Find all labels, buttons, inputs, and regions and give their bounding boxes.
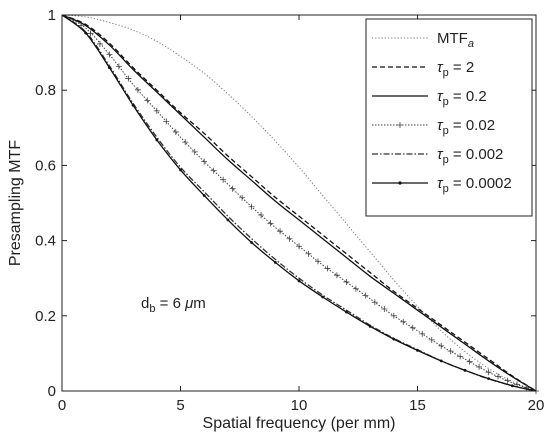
- plus-marker: [485, 369, 492, 376]
- plus-marker: [267, 220, 274, 227]
- point-marker: [273, 261, 277, 264]
- plus-marker: [352, 285, 359, 292]
- plus-marker: [397, 122, 403, 128]
- legend-p-0-002-4-label: τp = 0.002: [437, 146, 503, 166]
- plus-marker: [229, 185, 236, 192]
- plus-marker: [476, 363, 483, 370]
- point-marker: [179, 168, 182, 172]
- point-marker: [297, 279, 301, 283]
- plus-marker: [305, 250, 312, 257]
- plus-marker: [428, 336, 435, 343]
- plus-marker: [210, 167, 217, 174]
- plus-marker: [248, 203, 255, 210]
- point-marker: [463, 368, 467, 372]
- plus-marker: [106, 51, 113, 58]
- legend-a-0-label: MTFa: [437, 30, 474, 50]
- plus-marker: [115, 63, 122, 70]
- point-marker: [226, 218, 230, 222]
- x-tick-label: 0: [58, 397, 66, 414]
- plus-marker: [447, 348, 454, 355]
- plus-marker: [201, 158, 208, 165]
- series-p-0-2-2-line: [61, 14, 537, 392]
- plus-marker: [324, 265, 331, 272]
- plus-marker: [182, 139, 189, 146]
- series-a-0-line: [61, 14, 537, 392]
- point-marker: [321, 295, 325, 299]
- point-marker: [398, 181, 402, 185]
- y-tick-label: 0.6: [35, 157, 56, 174]
- plus-marker: [438, 342, 445, 349]
- plus-marker: [125, 75, 132, 82]
- point-marker: [345, 310, 348, 314]
- x-axis-label: Spatial frequency (per mm): [203, 415, 396, 432]
- x-tick-label: 15: [409, 397, 426, 414]
- plus-marker: [277, 228, 284, 235]
- point-marker: [368, 324, 372, 328]
- point-marker: [108, 66, 111, 70]
- y-tick-label: 0.2: [35, 308, 56, 325]
- plus-marker: [400, 318, 407, 325]
- plus-marker: [144, 97, 151, 104]
- plus-marker: [466, 358, 473, 365]
- series-p-0-002-4-line: [61, 14, 537, 392]
- point-marker: [202, 194, 206, 197]
- plus-marker: [220, 176, 227, 183]
- plus-marker: [362, 292, 369, 299]
- plus-marker: [419, 330, 426, 337]
- plus-marker: [87, 30, 94, 37]
- plus-marker: [504, 377, 511, 384]
- plus-marker: [286, 235, 293, 242]
- point-marker: [487, 377, 490, 380]
- plus-marker: [409, 324, 416, 331]
- y-tick-label: 0: [48, 383, 56, 400]
- legend-p-0-0002-5-label: τp = 0.0002: [437, 175, 512, 195]
- plus-marker: [239, 194, 246, 201]
- x-tick-label: 20: [528, 397, 545, 414]
- series-p-0-02-3-line: [61, 14, 537, 392]
- y-tick-label: 0.4: [35, 233, 56, 250]
- legend-p-2-1-label: τp = 2: [437, 59, 474, 79]
- point-marker: [250, 241, 254, 244]
- plus-marker: [172, 128, 179, 135]
- plus-marker: [314, 258, 321, 265]
- legend: MTFa τp = 2 τp = 0.2 τp = 0.02 τp = 0.002 τp …: [365, 18, 533, 217]
- y-tick-label: 1: [48, 7, 56, 24]
- point-marker: [155, 138, 159, 142]
- legend-p-0-02-3-label: τp = 0.02: [437, 117, 495, 137]
- bead-size-annotation: db = 6 μm: [141, 295, 206, 315]
- plus-marker: [495, 373, 502, 380]
- point-marker: [392, 337, 396, 341]
- point-marker: [510, 384, 514, 388]
- plus-marker: [381, 306, 388, 313]
- x-tick-label: 10: [291, 397, 308, 414]
- x-tick-label: 5: [176, 397, 184, 414]
- y-axis-label: Presampling MTF: [7, 140, 24, 266]
- series-p-2-1-line: [61, 14, 537, 392]
- plus-marker: [96, 40, 103, 47]
- point-marker: [416, 348, 419, 352]
- plus-marker: [258, 212, 265, 219]
- plus-marker: [333, 272, 340, 279]
- plus-marker: [371, 299, 378, 306]
- point-marker: [131, 103, 135, 107]
- legend-p-0-2-2-label: τp = 0.2: [437, 88, 487, 108]
- series-layer: [61, 14, 539, 394]
- plus-marker: [191, 148, 198, 155]
- plus-marker: [163, 118, 170, 125]
- y-tick-label: 0.8: [35, 82, 56, 99]
- point-marker: [84, 31, 88, 35]
- plus-marker: [343, 278, 350, 285]
- point-marker: [439, 359, 443, 363]
- plus-marker: [523, 384, 530, 391]
- tick-layer: 0 5 10 15 20 0 0.2 0.4 0.6 0.8 1: [35, 7, 544, 414]
- plus-marker: [134, 86, 141, 93]
- plus-marker: [296, 243, 302, 250]
- plus-marker: [390, 312, 397, 319]
- plus-marker: [457, 353, 464, 360]
- plus-marker: [153, 107, 160, 114]
